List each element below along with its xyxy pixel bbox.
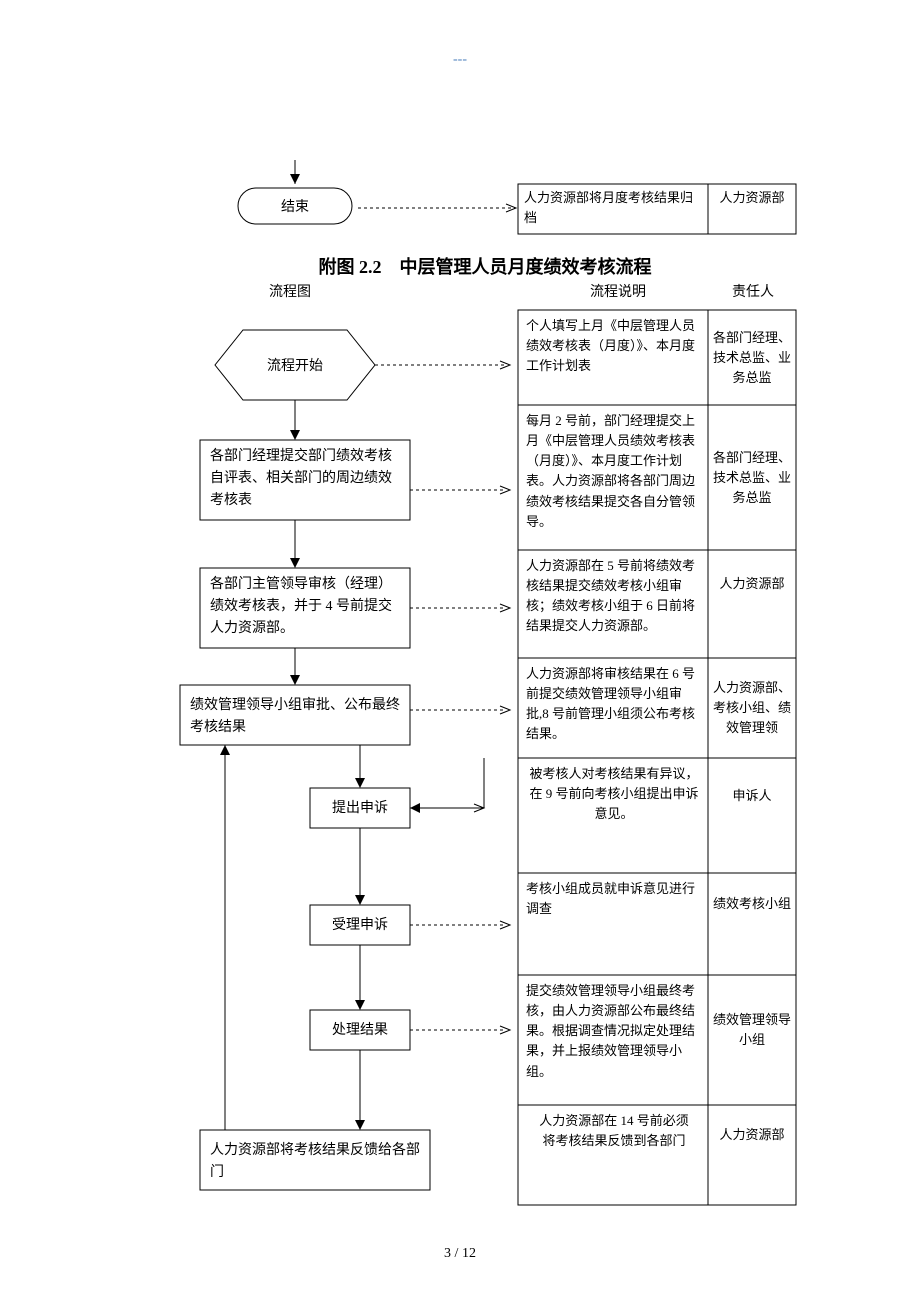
- page-number: 3 / 12: [444, 1246, 476, 1262]
- diagram-svg: 结束人力资源部将月度考核结果归档人力资源部附图 2.2 中层管理人员月度绩效考核…: [0, 0, 920, 1302]
- page-root: --- 结束人力资源部将月度考核结果归档人力资源部附图 2.2 中层管理人员月度…: [0, 0, 920, 1302]
